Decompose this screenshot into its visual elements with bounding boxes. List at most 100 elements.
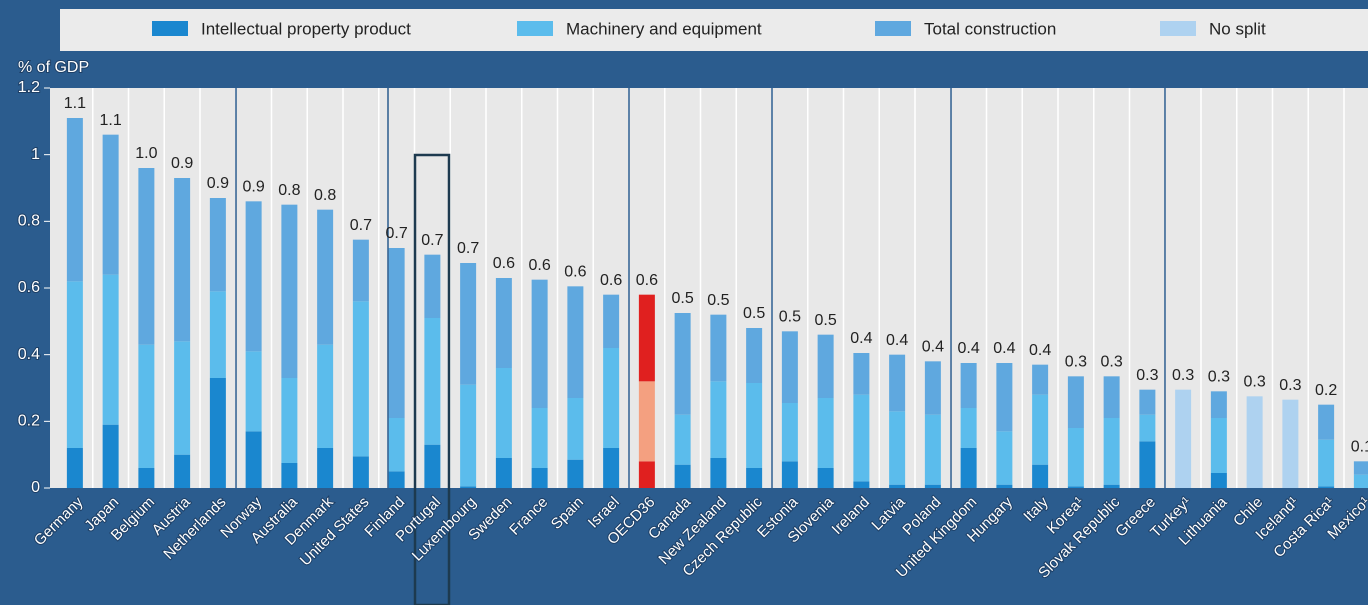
- bar-segment: [388, 248, 405, 418]
- total-label: 0.6: [564, 264, 586, 281]
- bar-segment: [245, 351, 262, 432]
- total-label: 1.1: [100, 112, 122, 129]
- total-label: 0.8: [278, 182, 300, 199]
- bar-segment: [1175, 389, 1192, 488]
- bar-segment: [66, 281, 83, 448]
- legend-label: No split: [1209, 19, 1266, 38]
- total-label: 0.4: [850, 330, 872, 347]
- legend-swatch: [1160, 21, 1196, 36]
- bar-segment: [710, 458, 727, 488]
- total-label: 0.3: [1208, 369, 1230, 386]
- total-label: 0.4: [886, 332, 908, 349]
- bar-segment: [281, 378, 298, 463]
- bar-segment: [281, 463, 298, 488]
- total-label: 0.5: [779, 309, 801, 326]
- bar-segment: [1032, 464, 1049, 488]
- bar-segment: [460, 263, 477, 385]
- bar-segment: [352, 301, 369, 457]
- bar-segment: [495, 368, 512, 458]
- bar-segment: [1067, 428, 1084, 487]
- bar-segment: [710, 314, 727, 382]
- bar-segment: [352, 239, 369, 302]
- bar-segment: [960, 448, 977, 488]
- bar-segment: [424, 318, 441, 445]
- bar-segment: [1210, 391, 1227, 418]
- bar-segment: [567, 459, 584, 488]
- bar-segment: [1139, 414, 1156, 442]
- y-tick-label: 1: [31, 146, 40, 163]
- bar-segment: [352, 456, 369, 488]
- bar-segment: [424, 254, 441, 318]
- bar-segment: [102, 274, 119, 425]
- bar-segment: [1139, 389, 1156, 415]
- bar-segment: [281, 204, 298, 378]
- y-tick-label: 0.4: [18, 346, 40, 363]
- total-label: 0.7: [421, 232, 443, 249]
- bar-segment: [567, 286, 584, 398]
- bar-segment: [1318, 404, 1335, 440]
- legend-label: Machinery and equipment: [566, 19, 762, 38]
- bar-segment: [603, 294, 620, 348]
- highlight-box: [413, 153, 451, 605]
- bar-segment: [102, 134, 119, 275]
- y-axis-title: % of GDP: [18, 59, 89, 76]
- bar-segment: [1353, 474, 1368, 488]
- y-tick-label: 0.6: [18, 279, 40, 296]
- bar-segment: [853, 481, 870, 488]
- bar-segment: [209, 198, 226, 292]
- total-label: 0.6: [600, 272, 622, 289]
- bar-segment: [603, 348, 620, 448]
- total-label: 0.4: [1029, 342, 1051, 359]
- bar-segment: [889, 484, 906, 488]
- bar-segment: [1103, 418, 1120, 485]
- bar-segment: [1032, 394, 1049, 465]
- y-tick-label: 0.8: [18, 213, 40, 230]
- bar-segment: [603, 448, 620, 488]
- legend-label: Intellectual property product: [201, 19, 411, 38]
- bar-segment: [317, 344, 334, 448]
- bar-segment: [638, 381, 655, 462]
- bar-segment: [102, 424, 119, 488]
- total-label: 0.4: [958, 340, 980, 357]
- legend-swatch: [517, 21, 553, 36]
- bar-segment: [746, 383, 763, 468]
- bar-segment: [1067, 376, 1084, 428]
- total-label: 0.9: [243, 179, 265, 196]
- bar-segment: [674, 464, 691, 488]
- bar-segment: [1318, 439, 1335, 487]
- total-label: 0.5: [743, 305, 765, 322]
- bar-segment: [138, 468, 155, 488]
- total-label: 0.3: [1136, 367, 1158, 384]
- bar-segment: [460, 486, 477, 488]
- total-label: 0.5: [707, 292, 729, 309]
- y-tick-label: 0.2: [18, 413, 40, 430]
- y-tick-label: 0: [31, 479, 40, 496]
- bar-segment: [66, 118, 83, 282]
- bar-segment: [1067, 486, 1084, 488]
- bar-segment: [424, 444, 441, 488]
- bar-segment: [924, 361, 941, 415]
- bar-segment: [388, 418, 405, 472]
- bar-segment: [1103, 376, 1120, 418]
- total-label: 0.7: [457, 240, 479, 257]
- bar-segment: [960, 408, 977, 448]
- bar-segment: [174, 341, 191, 455]
- total-label: 0.3: [1279, 377, 1301, 394]
- bar-segment: [853, 394, 870, 482]
- bar-segment: [1210, 418, 1227, 473]
- bar-segment: [781, 331, 798, 403]
- bar-segment: [853, 353, 870, 395]
- bar-segment: [781, 461, 798, 488]
- total-label: 0.3: [1244, 374, 1266, 391]
- bar-segment: [174, 454, 191, 488]
- total-label: 0.9: [207, 175, 229, 192]
- bar-segment: [1318, 486, 1335, 488]
- bar-segment: [746, 328, 763, 383]
- total-label: 0.1: [1351, 439, 1368, 456]
- bar-segment: [209, 291, 226, 378]
- bar-segment: [710, 381, 727, 458]
- total-label: 0.7: [350, 217, 372, 234]
- bar-segment: [638, 294, 655, 382]
- bar-segment: [138, 344, 155, 468]
- bar-segment: [1282, 399, 1299, 488]
